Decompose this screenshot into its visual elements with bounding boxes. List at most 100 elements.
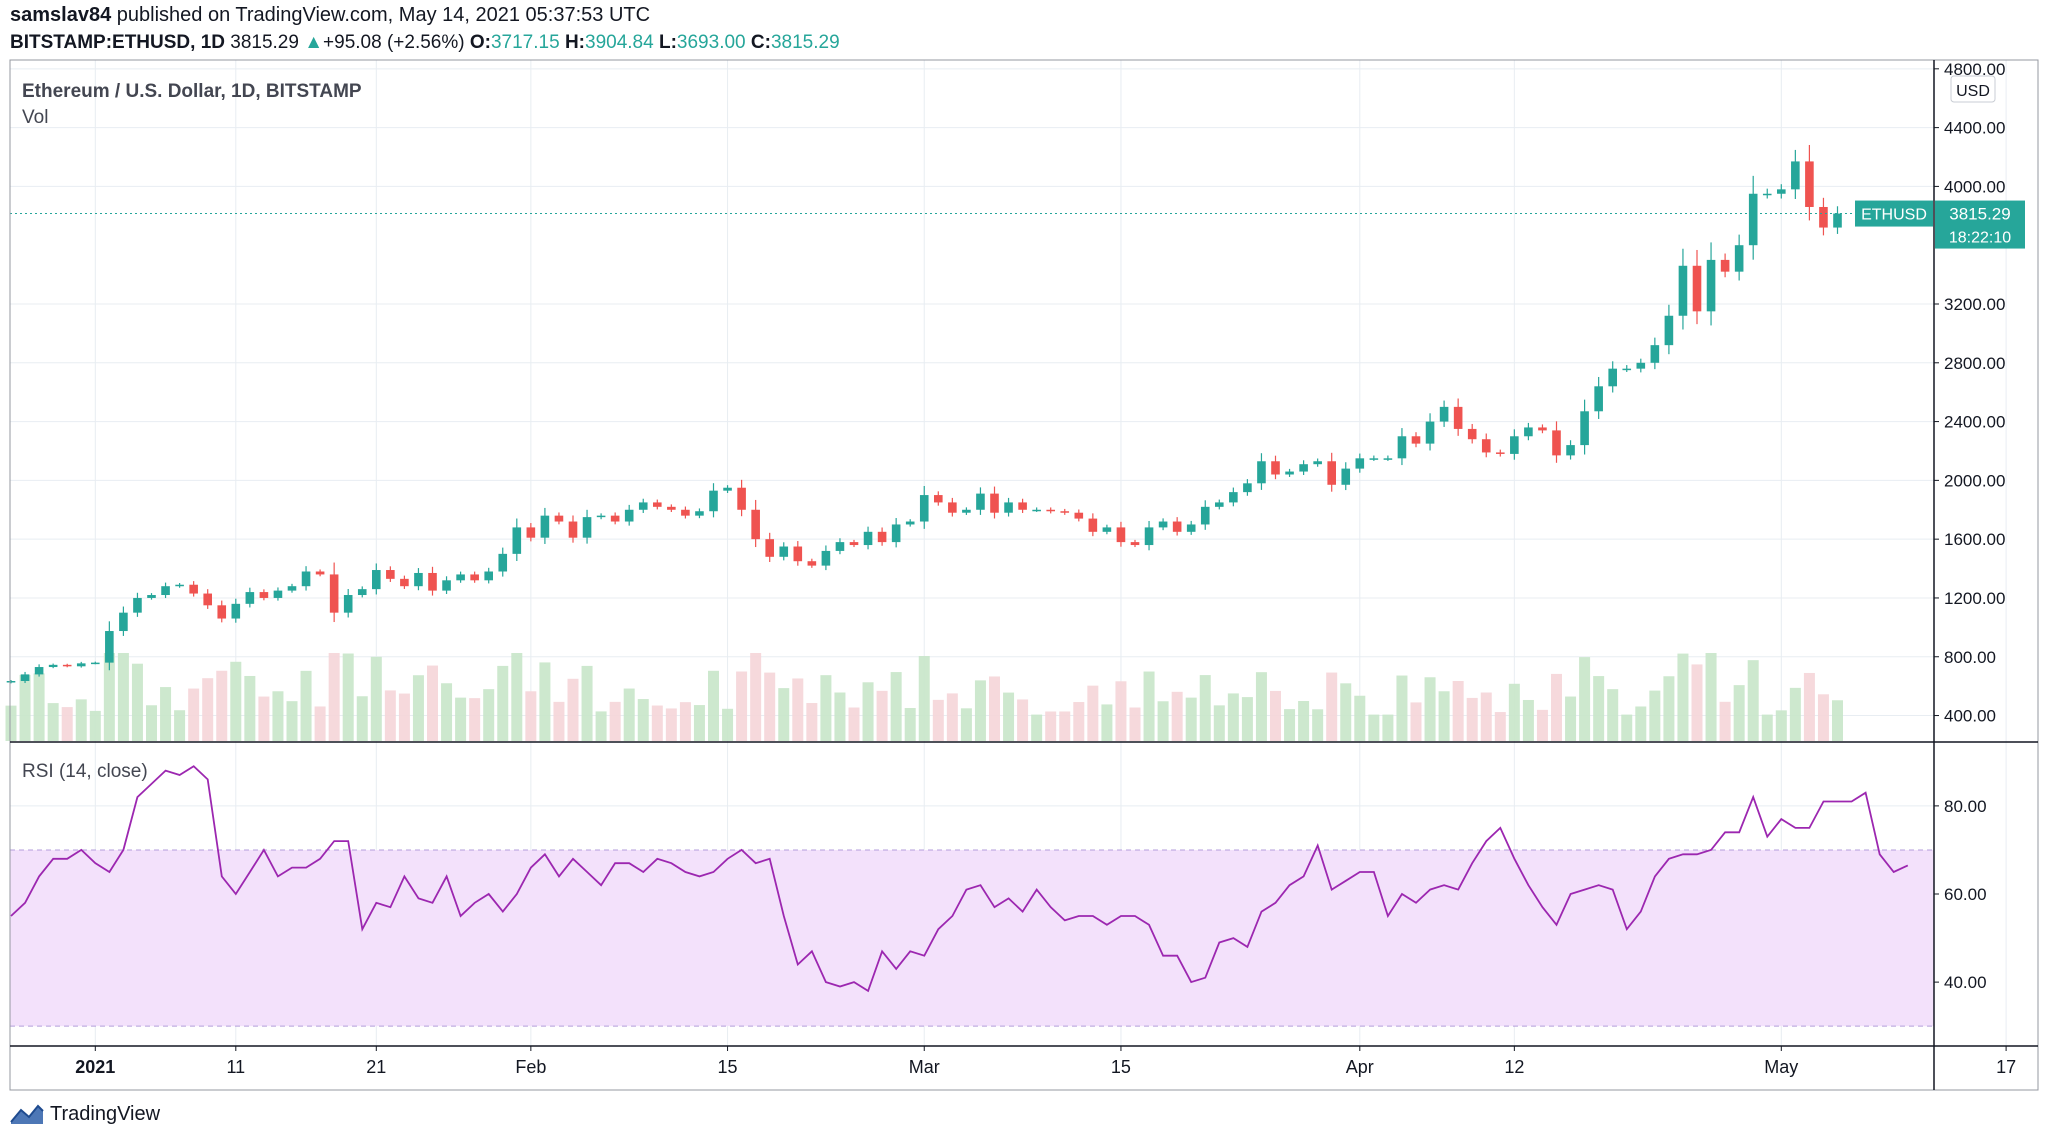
candle-body	[891, 524, 901, 543]
price-tick-label: 4400.00	[1944, 119, 2005, 138]
rsi-axis[interactable]: 80.00 60.00 40.00	[1934, 797, 1987, 992]
candle	[779, 542, 789, 561]
candle	[1074, 509, 1084, 522]
volume-bar	[679, 702, 691, 741]
candle	[1355, 453, 1365, 473]
volume-bar	[820, 675, 832, 741]
candle	[863, 526, 873, 550]
candle-body	[1060, 511, 1070, 513]
candle	[1032, 507, 1041, 512]
candle-body	[962, 509, 971, 513]
candle-body	[315, 571, 325, 575]
legend-title[interactable]: Ethereum / U.S. Dollar, 1D, BITSTAMP	[22, 81, 362, 102]
time-tick-label: May	[1764, 1057, 1798, 1077]
legend-rsi[interactable]: RSI (14, close)	[22, 761, 148, 782]
price-tag-value: 3815.29	[1949, 205, 2010, 224]
volume-bar	[328, 653, 340, 741]
candle	[231, 598, 241, 623]
volume-bar	[1368, 714, 1380, 741]
close-value: 3815.29	[770, 32, 840, 53]
candle-body	[681, 509, 690, 516]
candle-body	[1341, 468, 1351, 485]
candle-body	[1762, 193, 1772, 196]
volume-bar	[441, 683, 453, 741]
volume-bar	[778, 688, 790, 741]
candle-body	[1552, 430, 1561, 456]
candle-body	[1004, 502, 1013, 513]
legend-vol[interactable]: Vol	[22, 107, 48, 128]
candle-body	[1496, 452, 1505, 454]
candle	[456, 571, 465, 583]
volume-bar	[651, 705, 663, 741]
candle-body	[1594, 386, 1603, 412]
candle-body	[231, 603, 241, 619]
candle-body	[357, 589, 367, 596]
volume-bar	[5, 705, 17, 741]
candle-body	[554, 515, 564, 522]
volume-bar	[1213, 705, 1225, 741]
candle	[48, 663, 58, 669]
currency-box[interactable]	[1950, 75, 1996, 103]
candle	[1397, 428, 1407, 466]
volume-bar	[412, 675, 424, 741]
price-tick-label: 1600.00	[1944, 530, 2005, 549]
candle	[1594, 376, 1603, 419]
time-axis[interactable]: 20211121Feb15Mar15Apr12May17Ju	[75, 1046, 2048, 1077]
candle	[1762, 188, 1772, 199]
candle-body	[807, 561, 817, 566]
published-text: published on TradingView.com, May 14, 20…	[116, 4, 651, 26]
candle-body	[793, 546, 803, 562]
volume-bar	[19, 674, 31, 741]
candle	[1552, 421, 1561, 463]
volume-bar	[1199, 675, 1211, 741]
price-axis[interactable]: 4800.00 4400.00 4000.00 3200.00 2800.00 2400.…	[1934, 60, 2005, 726]
candle	[1622, 365, 1632, 372]
close-label: C:	[750, 32, 771, 53]
candle-body	[1538, 427, 1547, 431]
volume-bar	[314, 706, 326, 741]
candle	[526, 523, 536, 542]
volume-bar	[876, 690, 888, 741]
candle-body	[119, 612, 128, 632]
candle	[1172, 517, 1182, 536]
candle-body	[835, 542, 845, 551]
candle-body	[1088, 518, 1098, 532]
candle	[400, 575, 409, 589]
volume-bar	[1312, 709, 1324, 741]
candle	[934, 491, 943, 506]
candle	[821, 545, 831, 571]
volume-bar	[75, 699, 87, 741]
footer-brand[interactable]: TradingView	[10, 1102, 160, 1126]
candle-body	[259, 592, 269, 598]
volume-bar	[47, 703, 59, 741]
candle-body	[1229, 492, 1238, 503]
candle	[1341, 462, 1351, 491]
candle-body	[877, 531, 887, 543]
candle-body	[1383, 458, 1393, 460]
candle-body	[1453, 406, 1463, 429]
volume-bar	[1677, 653, 1689, 741]
candle-body	[1791, 161, 1800, 190]
candle-body	[905, 521, 915, 525]
candle	[1243, 479, 1252, 496]
author-name[interactable]: samslav84	[10, 4, 112, 26]
volume-bar	[1536, 709, 1548, 741]
volume-bar	[1087, 685, 1099, 741]
candle-body	[1734, 245, 1744, 272]
volume-bar	[1494, 712, 1506, 741]
volume-bar	[1832, 700, 1843, 741]
candle-body	[976, 493, 985, 510]
candle-body	[1271, 461, 1280, 475]
candle	[161, 582, 170, 599]
candle-body	[442, 580, 451, 591]
candle-body	[1819, 206, 1828, 228]
volume-bar	[1115, 681, 1127, 741]
candle-body	[1777, 189, 1786, 194]
candle	[1608, 361, 1617, 393]
currency-label: USD	[1956, 83, 1990, 100]
volume-bar	[1396, 675, 1408, 741]
candle-body	[34, 667, 44, 675]
candle	[442, 576, 451, 594]
rsi-line	[10, 765, 1909, 993]
